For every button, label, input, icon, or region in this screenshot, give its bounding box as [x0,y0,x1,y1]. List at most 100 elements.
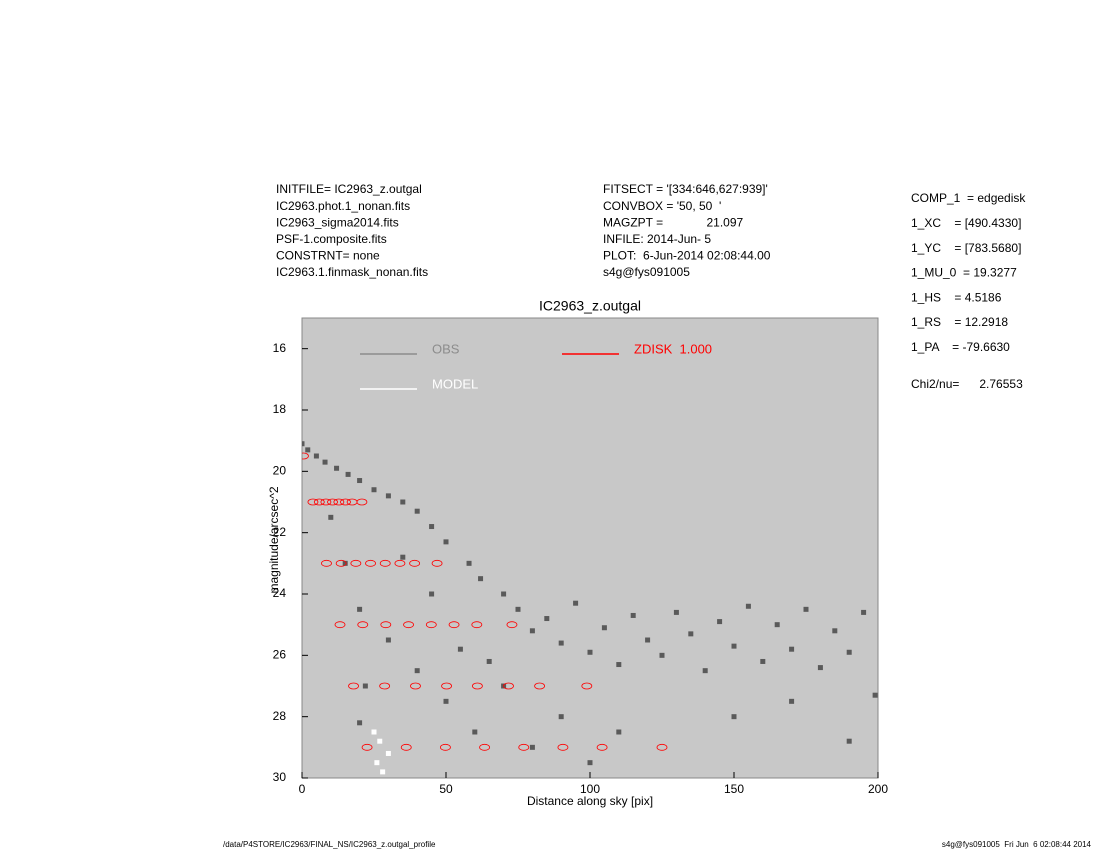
model-point [307,498,319,506]
data-point [357,606,363,612]
data-point [328,514,334,520]
data-point [305,447,311,453]
data-point [529,628,535,634]
data-point [385,493,391,499]
data-point [342,560,348,566]
parameter-line: 1_RS = 12.2918 [911,315,1008,329]
data-point [443,539,449,545]
model-point [380,621,392,629]
chart-title: IC2963_z.outgal [539,298,641,314]
data-point [630,612,636,618]
header-middle-line: INFILE: 2014-Jun- 5 [603,232,711,246]
footer-right: s4g@fys091005 Fri Jun 6 02:08:44 2014 [942,840,1092,849]
legend-label: OBS [432,341,460,356]
x-tick-label: 100 [580,782,600,796]
data-point [357,478,363,484]
data-point [688,631,694,637]
model-point [379,682,391,690]
y-tick-label: 18 [273,402,287,416]
model-point [361,743,373,751]
data-point [374,760,380,766]
data-point [558,640,564,646]
data-point [601,625,607,631]
data-point [789,646,795,652]
data-point [789,698,795,704]
data-point [334,465,340,471]
model-point [394,559,406,567]
model-point [327,498,338,506]
model-point [440,743,451,751]
data-point [645,637,651,643]
model-point [356,498,368,506]
data-point [659,652,665,658]
data-point [414,508,420,514]
data-point [414,668,420,674]
y-tick-label: 20 [273,464,287,478]
model-point [596,743,608,751]
data-point [817,665,823,671]
model-point [400,743,412,751]
data-point [385,637,391,643]
data-point [861,609,867,615]
model-point [379,559,391,567]
data-point [832,628,838,634]
data-point [731,643,737,649]
model-point [350,559,362,567]
model-point [431,559,443,567]
model-point [506,621,518,629]
data-point [529,744,535,750]
header-middle-line: s4g@fys091005 [603,265,690,279]
data-point [702,668,708,674]
data-point [587,760,593,766]
data-point [573,600,579,606]
data-point [377,738,383,744]
model-point [340,498,351,506]
data-point [731,714,737,720]
y-axis-label: magnitude/arcsec^2 [267,486,281,593]
data-point [429,524,435,530]
model-point [479,743,490,751]
data-point [760,658,766,664]
data-point [357,720,363,726]
data-point [587,649,593,655]
data-point [774,622,780,628]
parameter-line: Chi2/nu= 2.76553 [911,377,1023,391]
model-point [357,621,369,629]
data-point [429,591,435,597]
data-point [371,729,377,735]
data-point [544,616,550,622]
legend-label: MODEL [432,376,478,391]
model-point [656,743,668,751]
model-point [334,621,346,629]
y-tick-label: 22 [273,525,287,539]
parameter-line: 1_PA = -79.6630 [911,340,1010,354]
header-middle-line: MAGZPT = 21.097 [603,215,743,229]
header-middle-line: FITSECT = '[334:646,627:939]' [603,182,768,196]
data-point [362,683,368,689]
data-point [616,662,622,668]
model-point [409,559,421,567]
model-point [503,682,514,690]
data-point [466,560,472,566]
data-point [616,729,622,735]
parameter-line: 1_XC = [490.4330] [911,216,1021,230]
model-point [365,559,376,567]
plot-background [301,317,879,779]
data-point [345,471,351,477]
y-tick-label: 28 [273,709,287,723]
data-point [673,609,679,615]
header-left-line: INITFILE= IC2963_z.outgal [276,182,422,196]
x-tick-label: 50 [439,782,453,796]
data-point [302,441,305,447]
data-point [400,499,406,505]
x-tick-label: 150 [724,782,744,796]
data-point [457,646,463,652]
header-middle-line: PLOT: 6-Jun-2014 02:08:44.00 [603,249,771,263]
data-point [400,554,406,560]
data-point [803,606,809,612]
model-point [302,452,309,460]
model-point [518,743,530,751]
data-point [371,487,377,493]
x-axis-label: Distance along sky [pix] [527,794,653,808]
y-tick-label: 16 [273,341,287,355]
